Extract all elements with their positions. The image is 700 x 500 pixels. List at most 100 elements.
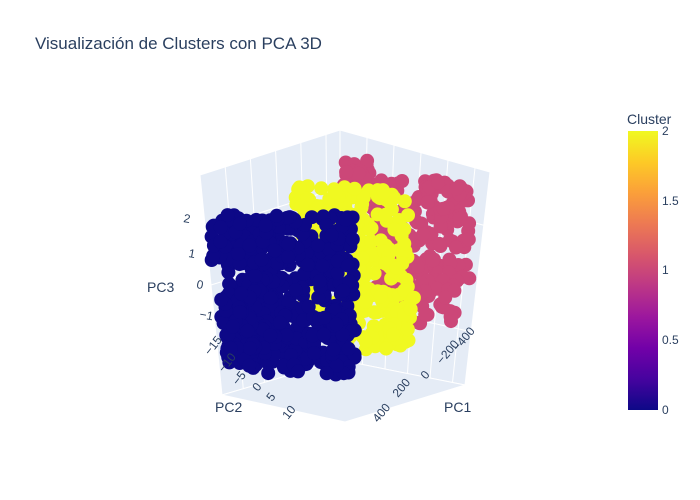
data-point	[376, 185, 391, 200]
data-point	[263, 328, 278, 343]
data-point	[358, 334, 373, 349]
data-point	[324, 228, 339, 243]
data-point	[432, 236, 447, 251]
data-point	[339, 165, 354, 179]
data-point	[273, 315, 287, 330]
data-point	[329, 358, 344, 373]
data-point	[397, 236, 412, 251]
data-point	[351, 166, 366, 181]
data-point	[248, 269, 263, 283]
data-point	[315, 258, 330, 273]
data-point	[281, 250, 296, 264]
data-point	[261, 366, 276, 381]
data-point	[461, 232, 476, 247]
data-point	[307, 346, 322, 361]
data-point	[438, 290, 453, 305]
colorbar-tick-label: 0.5	[662, 333, 679, 347]
data-point	[387, 222, 402, 237]
data-point	[222, 276, 237, 291]
data-point	[330, 266, 345, 281]
data-point	[291, 364, 305, 379]
z-tick-label: 2	[182, 211, 191, 226]
data-point	[242, 358, 257, 373]
data-point	[347, 181, 362, 196]
data-point	[329, 317, 344, 332]
data-point	[420, 195, 435, 210]
data-point	[276, 358, 291, 373]
data-point	[294, 199, 309, 213]
data-point	[449, 240, 463, 255]
data-point	[232, 216, 247, 231]
data-point	[417, 284, 432, 299]
data-point	[403, 302, 418, 317]
colorbar-tick-label: 2	[662, 124, 669, 138]
data-point	[436, 201, 451, 216]
data-point	[360, 153, 375, 168]
data-point	[329, 185, 343, 200]
data-point	[400, 322, 415, 337]
y-axis-title: PC2	[215, 399, 242, 415]
data-point	[410, 215, 425, 230]
data-point	[225, 319, 240, 334]
data-point	[269, 208, 284, 223]
data-point	[336, 283, 351, 298]
data-point	[411, 259, 425, 274]
data-point	[362, 222, 377, 237]
data-point	[305, 328, 320, 343]
data-point	[214, 292, 229, 307]
data-point	[416, 227, 431, 242]
data-point	[317, 310, 332, 325]
data-point	[379, 341, 394, 356]
data-point	[378, 207, 393, 222]
data-point	[319, 366, 334, 381]
colorbar-gradient	[628, 131, 658, 410]
data-point	[367, 305, 381, 320]
data-point	[312, 274, 327, 289]
data-point	[231, 247, 246, 262]
data-point	[418, 307, 433, 322]
colorbar[interactable]: Cluster 2 1.5 1 0.5 0	[627, 111, 679, 417]
data-point	[406, 290, 421, 305]
data-point	[311, 238, 325, 253]
data-point	[292, 180, 307, 195]
data-point	[452, 211, 467, 226]
data-point	[389, 261, 404, 275]
data-point	[358, 294, 373, 309]
data-point	[233, 305, 247, 320]
data-point	[340, 258, 355, 273]
chart-title: Visualización de Clusters con PCA 3D	[35, 34, 322, 53]
z-tick-label: −1	[198, 307, 214, 323]
x-axis-title: PC1	[444, 399, 471, 415]
data-point	[254, 252, 269, 267]
data-point	[335, 327, 350, 342]
data-point	[397, 283, 412, 298]
data-point	[300, 257, 315, 272]
data-point	[354, 200, 369, 215]
data-point	[234, 286, 249, 301]
data-point	[267, 243, 282, 258]
data-point	[240, 323, 255, 338]
data-point	[220, 208, 235, 223]
data-point	[243, 341, 257, 356]
data-point	[345, 232, 360, 247]
data-point	[425, 253, 440, 268]
data-point	[355, 251, 370, 266]
data-point	[223, 341, 238, 356]
data-point	[316, 327, 331, 342]
data-point	[206, 248, 221, 263]
data-point	[373, 289, 388, 304]
data-point	[326, 342, 341, 357]
data-point	[263, 291, 278, 306]
data-point	[444, 314, 458, 329]
data-point	[281, 237, 296, 252]
data-point	[341, 341, 356, 356]
data-point	[288, 283, 303, 297]
data-point	[429, 281, 444, 296]
data-point	[338, 212, 353, 227]
colorbar-tick-label: 1.5	[662, 194, 679, 208]
colorbar-tick-label: 1	[662, 263, 669, 277]
data-point	[373, 233, 388, 248]
z-tick-label: 1	[187, 246, 196, 261]
colorbar-tick-label: 0	[662, 403, 669, 417]
